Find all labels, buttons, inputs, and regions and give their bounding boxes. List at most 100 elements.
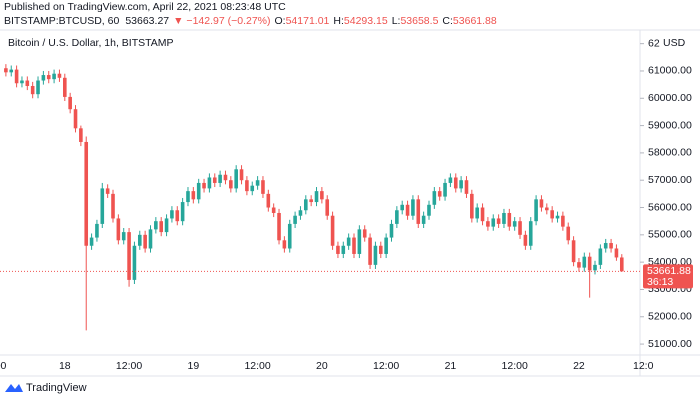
candle-body (239, 169, 244, 181)
candle-body (304, 199, 308, 211)
candle-body (277, 212, 281, 241)
brand: TradingView (26, 382, 87, 394)
candle-body (121, 232, 126, 241)
candle-body (577, 262, 581, 268)
logo: TradingView (5, 382, 87, 394)
candle-body (261, 180, 265, 194)
quote-line: BITSTAMP:BTCUSD, 60 53663.27 ▼ −142.97 (−0… (4, 15, 497, 27)
published-note: Published on TradingView.com, April 22, … (4, 1, 286, 13)
candle-body (287, 223, 292, 249)
candle-body (186, 191, 190, 203)
candle-body (486, 221, 490, 227)
currency-badge (660, 36, 688, 50)
candle-body (4, 68, 8, 73)
candle-body (52, 73, 56, 80)
candle-body (234, 169, 238, 189)
y-tick-label: 56000.00 (648, 201, 692, 213)
candle-body (475, 207, 479, 219)
last-price-label: 53661.88 (647, 265, 691, 277)
candle-body (325, 199, 330, 216)
candle-body (443, 182, 447, 197)
y-tick-label: 58000.00 (648, 147, 692, 159)
candle-body (619, 257, 624, 272)
candle-body (116, 218, 121, 241)
chart-title: Bitcoin / U.S. Dollar, 1h, BITSTAMP (8, 37, 174, 49)
ohlc-label: H: (333, 15, 344, 27)
x-tick-label: 12:00 (502, 360, 528, 372)
candle-body (341, 245, 346, 254)
candle-body (373, 245, 378, 265)
y-tick-label: 62 (648, 37, 660, 49)
candle-body (245, 180, 249, 192)
candle-body (598, 248, 603, 265)
candle-body (212, 177, 217, 183)
currency: USD (663, 37, 686, 49)
candle-body (502, 212, 506, 224)
last-price: 53663.27 (125, 15, 169, 27)
candle-body (84, 141, 89, 246)
ohlc-label: O: (275, 15, 286, 27)
candle-body (63, 77, 67, 97)
candle-body (68, 96, 72, 110)
x-tick-label: 19 (187, 360, 199, 372)
candle-body (459, 180, 463, 189)
candle-body (523, 234, 528, 246)
candle-body (421, 215, 426, 224)
candle-body (411, 199, 415, 216)
y-tick-label: 60000.00 (648, 92, 692, 104)
ohlc-value: 54293.15 (344, 15, 388, 27)
candle-body (534, 199, 538, 222)
candle-body (448, 177, 453, 183)
candle-body (191, 191, 196, 200)
change: ▼ −142.97 (−0.27%) (173, 15, 270, 27)
candle-body (320, 191, 324, 200)
candle-body (357, 229, 362, 254)
candle-body (25, 80, 30, 86)
candle-body (9, 69, 14, 73)
ohlc-label: C: (442, 15, 453, 27)
candle-body (555, 215, 560, 219)
candle-body (73, 109, 78, 129)
candle-body (400, 204, 405, 211)
symbol: BITSTAMP:BTCUSD, 60 (4, 15, 119, 27)
y-tick-label: 52000.00 (648, 311, 692, 323)
candle-body (314, 191, 319, 203)
candle-body (384, 237, 388, 254)
candle-body (207, 177, 212, 189)
candle-body (545, 207, 549, 211)
candle-body (587, 256, 592, 271)
x-tick-label: 12:00 (373, 360, 399, 372)
candle-body (368, 237, 372, 265)
y-tick-label: 59000.00 (648, 119, 692, 131)
candle-body (480, 207, 485, 222)
candle-body (512, 221, 517, 227)
candle-body (518, 221, 522, 235)
candle-body (41, 75, 46, 81)
candle-body (14, 69, 19, 84)
candle-body (614, 248, 619, 258)
candle-body (550, 210, 554, 219)
candle-body (218, 174, 222, 183)
candle-body (266, 193, 271, 208)
candle-body (389, 223, 394, 238)
candle-body (229, 180, 233, 189)
candle-body (491, 218, 496, 227)
candle-body (352, 237, 356, 254)
candle-body (223, 174, 228, 181)
candle-body (346, 237, 351, 246)
candle-body (250, 185, 255, 192)
candle-body (132, 245, 137, 280)
candle-body (282, 240, 287, 249)
candle-body (20, 80, 24, 84)
y-tick-label: 61000.00 (648, 65, 692, 77)
candle-body (603, 243, 608, 249)
candle-body (395, 210, 399, 224)
candle-body (437, 191, 442, 197)
candle-body (496, 218, 501, 224)
candle-body (309, 199, 313, 203)
candle-body (336, 245, 340, 254)
candle-body (571, 240, 576, 263)
candle-body (378, 245, 383, 254)
x-tick-label: 12:0 (633, 360, 654, 372)
